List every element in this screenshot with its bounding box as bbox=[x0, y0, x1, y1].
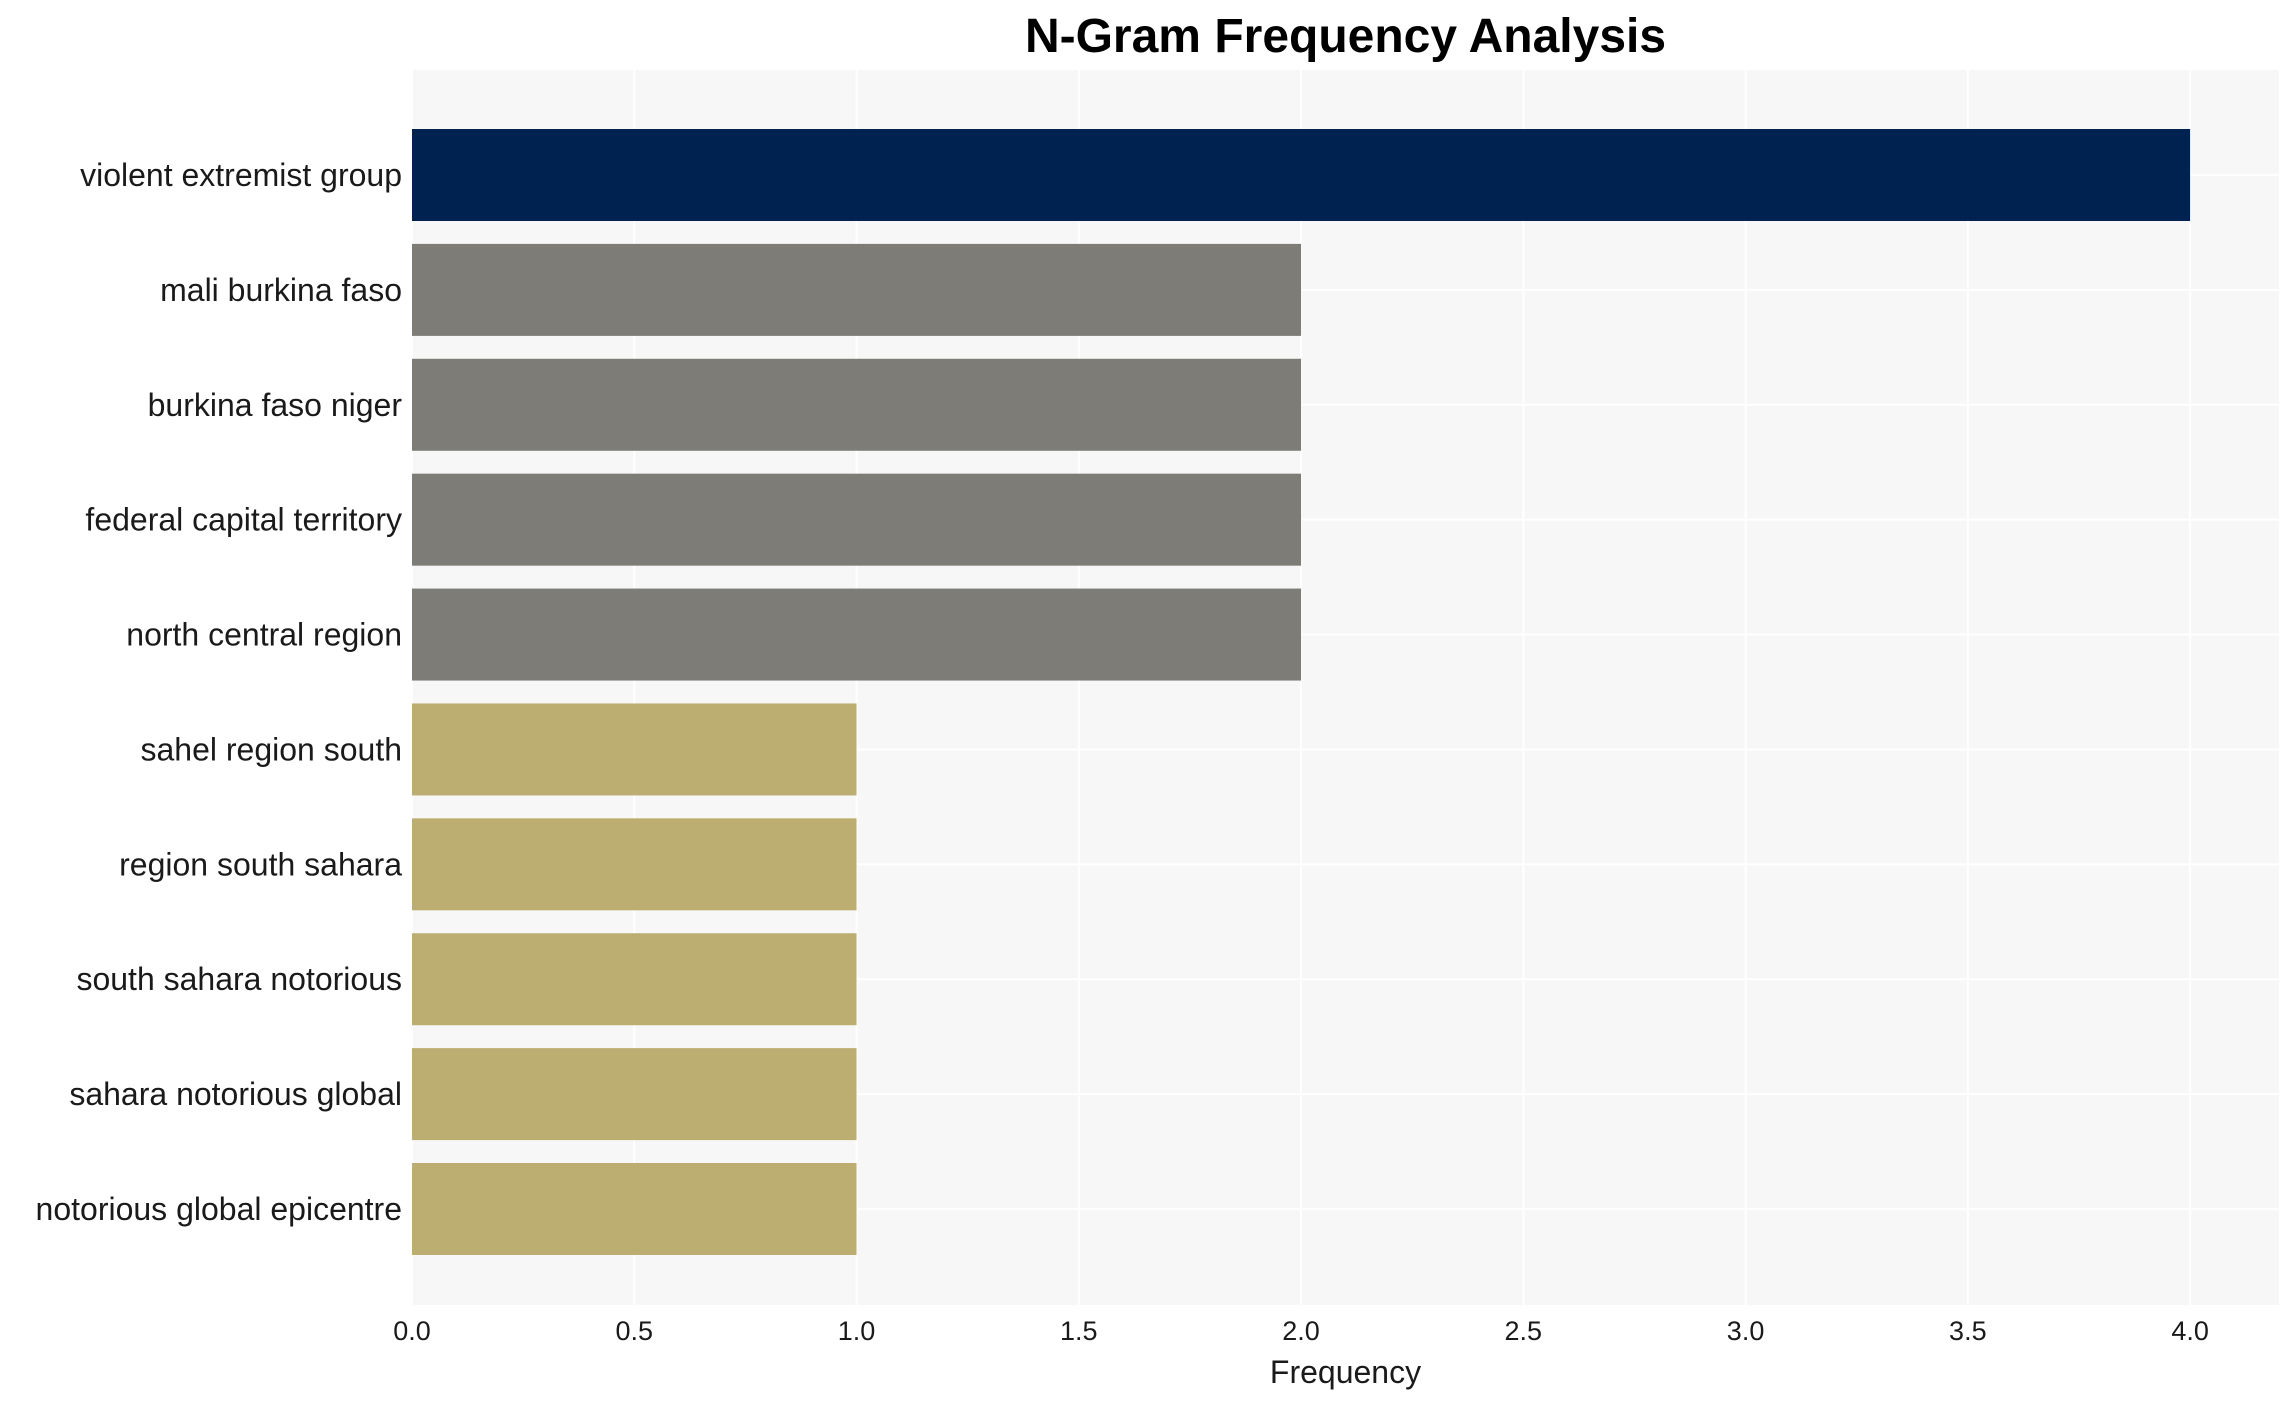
bar-mali-burkina-faso bbox=[412, 243, 1302, 336]
category-label: violent extremist group bbox=[80, 157, 402, 193]
bar-federal-capital-territory bbox=[412, 473, 1302, 566]
x-tick-label: 0.0 bbox=[393, 1316, 431, 1346]
bar-burkina-faso-niger bbox=[412, 358, 1302, 451]
bar-south-sahara-notorious bbox=[412, 933, 857, 1026]
bars bbox=[412, 129, 2191, 1255]
x-tick-label: 4.0 bbox=[2171, 1316, 2209, 1346]
category-label: north central region bbox=[126, 617, 402, 653]
x-tick-label: 2.0 bbox=[1282, 1316, 1320, 1346]
x-tick-label: 2.5 bbox=[1505, 1316, 1543, 1346]
category-label: south sahara notorious bbox=[76, 961, 402, 997]
x-tick-label: 3.0 bbox=[1727, 1316, 1765, 1346]
category-label: sahel region south bbox=[140, 731, 402, 767]
category-label: region south sahara bbox=[119, 846, 402, 882]
bar-violent-extremist-group bbox=[412, 129, 2191, 221]
category-label: burkina faso niger bbox=[148, 387, 403, 423]
x-tick-labels: 0.0 0.5 1.0 1.5 2.0 2.5 3.0 3.5 4.0 bbox=[393, 1316, 2209, 1346]
bar-notorious-global-epicentre bbox=[412, 1163, 857, 1255]
bar-region-south-sahara bbox=[412, 818, 857, 911]
x-tick-label: 3.5 bbox=[1949, 1316, 1987, 1346]
x-tick-label: 0.5 bbox=[615, 1316, 653, 1346]
category-label: notorious global epicentre bbox=[36, 1191, 402, 1227]
category-labels: violent extremist group mali burkina faso… bbox=[36, 157, 403, 1227]
category-label: mali burkina faso bbox=[160, 272, 402, 308]
x-tick-label: 1.0 bbox=[838, 1316, 876, 1346]
category-label: federal capital territory bbox=[85, 502, 402, 538]
bar-sahara-notorious-global bbox=[412, 1048, 857, 1141]
category-label: sahara notorious global bbox=[69, 1076, 402, 1112]
bar-sahel-region-south bbox=[412, 703, 857, 796]
bar-north-central-region bbox=[412, 588, 1302, 681]
x-axis-label: Frequency bbox=[1270, 1354, 1421, 1390]
chart-title: N-Gram Frequency Analysis bbox=[1025, 10, 1666, 63]
x-tick-label: 1.5 bbox=[1060, 1316, 1098, 1346]
